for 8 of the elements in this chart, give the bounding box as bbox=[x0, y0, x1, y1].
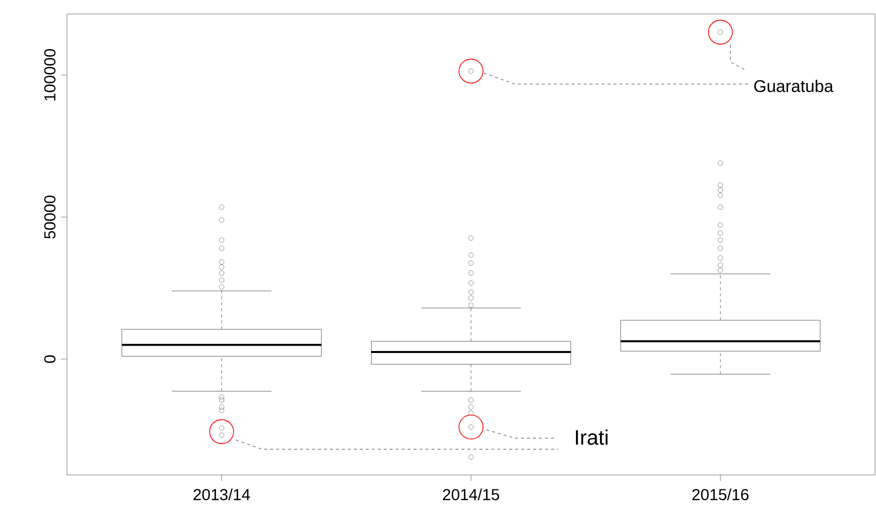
x-tick-label: 2014/15 bbox=[442, 488, 500, 500]
annotation: Guaratuba bbox=[754, 80, 834, 92]
annotation: Irati bbox=[576, 430, 608, 445]
x-tick-label: 2015/16 bbox=[692, 488, 748, 500]
x-tick-label: 2013/14 bbox=[194, 488, 250, 500]
y-tick-label: 100000 bbox=[44, 49, 56, 100]
y-tick-label: 50000 bbox=[44, 196, 56, 239]
y-tick-label: 0 bbox=[44, 355, 56, 363]
